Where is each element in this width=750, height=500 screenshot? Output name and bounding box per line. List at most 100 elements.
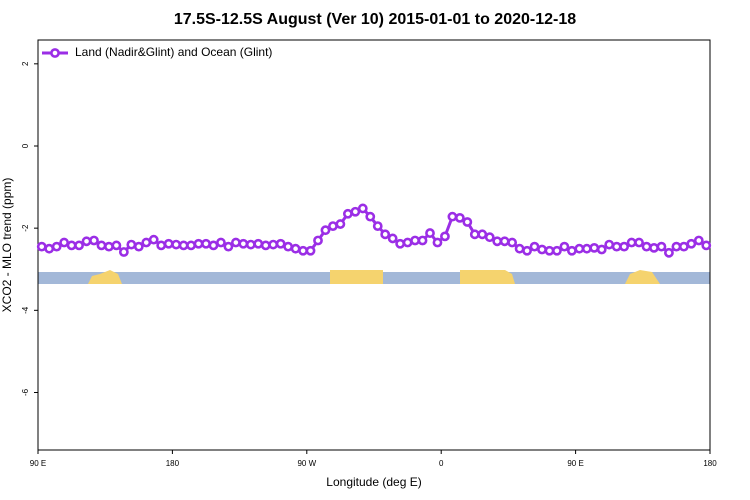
- data-point: [693, 235, 704, 246]
- data-point: [357, 203, 368, 214]
- data-point: [230, 237, 241, 248]
- data-point: [148, 234, 159, 245]
- data-point: [193, 238, 204, 249]
- data-point: [581, 243, 592, 254]
- data-point: [380, 229, 391, 240]
- data-point: [566, 245, 577, 256]
- data-point: [298, 245, 308, 256]
- data-point: [447, 211, 458, 222]
- data-point: [671, 241, 682, 252]
- y-axis-label: XCO2 - MLO trend (ppm): [0, 178, 14, 313]
- data-point: [81, 236, 92, 247]
- land-patch: [88, 270, 122, 284]
- x-tick-label: 180: [703, 459, 717, 468]
- data-point: [178, 240, 189, 251]
- data-point: [223, 241, 234, 252]
- x-tick-label: 90 W: [297, 459, 316, 468]
- data-point: [387, 233, 398, 244]
- data-point: [499, 236, 510, 247]
- data-point: [36, 241, 47, 252]
- data-point: [440, 231, 450, 242]
- data-point: [89, 235, 99, 246]
- land-ocean-strip: [38, 270, 710, 284]
- data-point: [133, 241, 144, 252]
- data-point: [141, 237, 152, 248]
- data-point: [156, 240, 167, 251]
- data-point: [664, 247, 674, 258]
- data-point: [514, 243, 525, 254]
- y-tick-label: -4: [21, 306, 30, 314]
- data-point: [529, 241, 540, 252]
- data-point: [313, 235, 323, 246]
- data-point: [328, 221, 338, 232]
- legend-label: Land (Nadir&Glint) and Ocean (Glint): [75, 45, 272, 59]
- data-point: [305, 245, 316, 256]
- data-point: [171, 239, 182, 250]
- data-point: [245, 239, 256, 250]
- data-point: [454, 212, 465, 223]
- data-point: [186, 240, 196, 251]
- chart-title: 17.5S-12.5S August (Ver 10) 2015-01-01 t…: [174, 11, 576, 28]
- data-point: [686, 238, 697, 249]
- data-point: [641, 241, 652, 252]
- y-tick-label: 2: [21, 61, 30, 66]
- data-point: [656, 241, 667, 252]
- data-point: [260, 240, 271, 251]
- data-point: [425, 228, 435, 238]
- land-patch: [625, 270, 660, 284]
- data-point: [335, 219, 346, 229]
- land-patch: [330, 270, 383, 284]
- x-tick-label: 90 E: [30, 459, 46, 468]
- data-point: [619, 241, 630, 252]
- data-point: [484, 232, 495, 243]
- data-point: [201, 238, 211, 249]
- data-point: [507, 237, 518, 248]
- data-point: [417, 235, 428, 246]
- data-point: [611, 241, 622, 252]
- data-point: [111, 240, 122, 251]
- data-point: [552, 245, 562, 256]
- data-point: [365, 211, 376, 222]
- data-point: [544, 245, 555, 256]
- data-point: [253, 238, 264, 249]
- data-point: [492, 236, 503, 247]
- data-point: [522, 245, 532, 256]
- data-point: [574, 243, 585, 254]
- data-point: [477, 229, 488, 240]
- data-point: [163, 238, 174, 249]
- y-tick-label: -2: [21, 224, 30, 232]
- data-point: [216, 237, 226, 248]
- data-point: [649, 242, 659, 253]
- data-point: [44, 243, 55, 254]
- data-point: [275, 238, 286, 249]
- data-point: [290, 243, 301, 254]
- data-point: [402, 237, 413, 248]
- x-tick-label: 180: [166, 459, 180, 468]
- data-point: [537, 244, 547, 255]
- data-point: [589, 242, 600, 253]
- data-point: [432, 237, 443, 248]
- data-point: [118, 247, 129, 257]
- data-point: [66, 240, 77, 251]
- data-point: [395, 238, 406, 249]
- y-tick-label: -6: [21, 388, 30, 396]
- data-point: [238, 238, 249, 249]
- data-point: [59, 237, 70, 248]
- data-point: [462, 217, 473, 227]
- data-point: [320, 225, 331, 236]
- x-tick-label: 0: [439, 459, 444, 468]
- data-point: [634, 237, 644, 248]
- legend-marker: [50, 48, 60, 58]
- data-point: [208, 240, 219, 251]
- data-point: [678, 241, 689, 252]
- data-point: [596, 244, 607, 255]
- data-point: [410, 235, 420, 246]
- data-point: [268, 239, 279, 250]
- data-point: [350, 206, 361, 217]
- x-tick-label: 90 E: [567, 459, 583, 468]
- data-point: [283, 241, 294, 252]
- data-point: [74, 240, 84, 251]
- data-point: [96, 240, 107, 251]
- x-axis-label: Longitude (deg E): [326, 475, 421, 489]
